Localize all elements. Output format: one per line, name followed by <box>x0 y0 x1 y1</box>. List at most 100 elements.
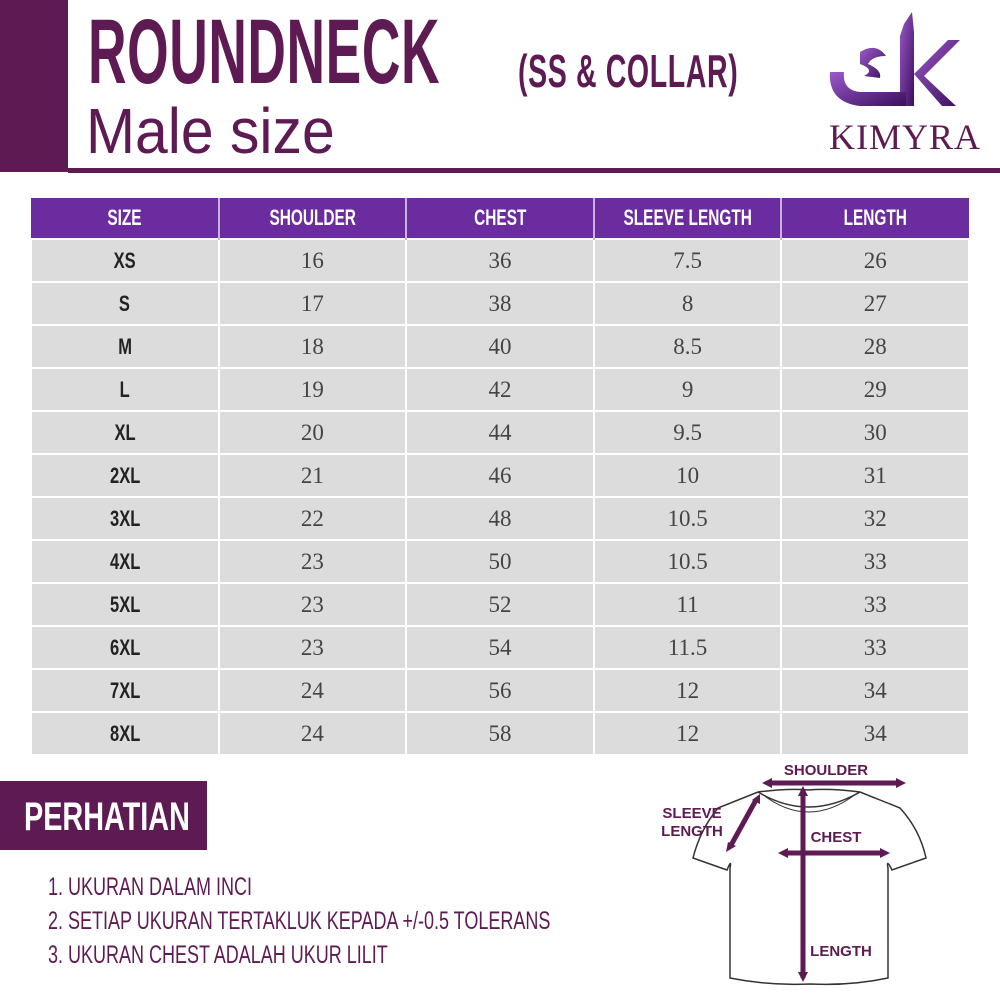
size-cell: XS <box>30 238 220 283</box>
column-header: SIZE <box>31 198 220 239</box>
measurement-cell: 31 <box>780 453 970 498</box>
table-row: L 19 42 9 29 <box>30 367 970 412</box>
column-header-label: LENGTH <box>844 205 908 230</box>
size-cell: 2XL <box>30 453 220 498</box>
size-cell: L <box>30 367 220 412</box>
measurement-cell: 11.5 <box>592 625 783 670</box>
measurement-cell: 34 <box>780 668 970 713</box>
size-cell: XL <box>30 410 220 455</box>
measurement-cell: 11 <box>592 582 783 627</box>
header-divider <box>68 168 1000 173</box>
notice-title-box: PERHATIAN <box>0 781 207 850</box>
size-label: L <box>119 376 130 402</box>
measurement-cell: 19 <box>217 367 408 412</box>
measurement-cell: 17 <box>217 281 408 326</box>
column-header-label: SIZE <box>107 205 142 230</box>
measurement-cell: 16 <box>217 238 408 283</box>
measurement-cell: 34 <box>780 711 970 756</box>
measurement-cell: 24 <box>217 711 408 756</box>
measurement-cell: 10.5 <box>592 496 783 541</box>
brand-logo: KIMYRA <box>820 12 990 162</box>
size-label: XL <box>114 419 136 445</box>
logo-mark-icon <box>829 12 960 106</box>
size-label: 4XL <box>109 548 140 574</box>
measurement-cell: 27 <box>780 281 970 326</box>
measurement-cell: 23 <box>217 625 408 670</box>
measurement-cell: 22 <box>217 496 408 541</box>
measurement-cell: 36 <box>405 238 595 283</box>
measurement-cell: 7.5 <box>592 238 783 283</box>
notice-list: 1. UKURAN DALAM INCI 2. SETIAP UKURAN TE… <box>48 872 746 974</box>
page-tagline: Male size <box>86 95 335 167</box>
measurement-cell: 33 <box>780 539 970 584</box>
measurement-cell: 9.5 <box>592 410 783 455</box>
size-label: M <box>117 333 132 359</box>
table-row: XS 16 36 7.5 26 <box>30 238 970 283</box>
measurement-cell: 24 <box>217 668 408 713</box>
length-label: LENGTH <box>810 943 872 960</box>
size-cell: 5XL <box>30 582 220 627</box>
size-cell: M <box>30 324 220 369</box>
size-cell: 3XL <box>30 496 220 541</box>
measurement-cell: 26 <box>780 238 970 283</box>
measurement-cell: 8.5 <box>592 324 783 369</box>
sleeve-label-line2: LENGTH <box>661 823 723 840</box>
column-header: SHOULDER <box>218 198 408 239</box>
notice-title: PERHATIAN <box>24 795 190 839</box>
size-label: 8XL <box>109 720 140 746</box>
measurement-cell: 52 <box>405 582 595 627</box>
measurement-cell: 30 <box>780 410 970 455</box>
column-header: SLEEVE LENGTH <box>593 198 783 239</box>
measurement-cell: 40 <box>405 324 595 369</box>
measurement-cell: 58 <box>405 711 595 756</box>
brand-name: KIMYRA <box>828 117 981 157</box>
measurement-cell: 18 <box>217 324 408 369</box>
size-cell: 4XL <box>30 539 220 584</box>
table-row: XL 20 44 9.5 30 <box>30 410 970 455</box>
table-row: M 18 40 8.5 28 <box>30 324 970 369</box>
measurement-cell: 33 <box>780 625 970 670</box>
column-header-label: SLEEVE LENGTH <box>623 205 752 230</box>
measurement-cell: 54 <box>405 625 595 670</box>
size-chart-table: SIZE SHOULDER CHEST SLEEVE LENGTH LENGTH XS 1… <box>30 198 970 756</box>
measurement-cell: 9 <box>592 367 783 412</box>
table-header-row: SIZE SHOULDER CHEST SLEEVE LENGTH LENGTH <box>31 198 969 239</box>
measurement-cell: 50 <box>405 539 595 584</box>
measurement-cell: 10.5 <box>592 539 783 584</box>
table-row: 3XL 22 48 10.5 32 <box>30 496 970 541</box>
header-accent-bar <box>0 0 68 172</box>
shoulder-label: SHOULDER <box>784 762 868 779</box>
chest-label: CHEST <box>811 829 862 846</box>
measurement-cell: 42 <box>405 367 595 412</box>
table-row: 4XL 23 50 10.5 33 <box>30 539 970 584</box>
tshirt-outline <box>692 788 927 986</box>
tshirt-measurement-diagram: SHOULDER SLEEVE LENGTH CHEST LENGTH <box>661 762 927 986</box>
column-header: LENGTH <box>781 198 969 239</box>
measurement-cell: 28 <box>780 324 970 369</box>
measurement-cell: 21 <box>217 453 408 498</box>
table-row: 8XL 24 58 12 34 <box>30 711 970 756</box>
size-label: S <box>119 290 131 316</box>
size-label: 2XL <box>109 462 140 488</box>
measurement-cell: 23 <box>217 539 408 584</box>
sleeve-arrow <box>727 798 759 849</box>
measurement-cell: 33 <box>780 582 970 627</box>
table-row: 6XL 23 54 11.5 33 <box>30 625 970 670</box>
size-cell: 7XL <box>30 668 220 713</box>
notice-item: 3. UKURAN CHEST ADALAH UKUR LILIT <box>48 941 388 969</box>
table-row: 5XL 23 52 11 33 <box>30 582 970 627</box>
measurement-cell: 10 <box>592 453 783 498</box>
size-label: 7XL <box>109 677 140 703</box>
size-cell: 8XL <box>30 711 220 756</box>
size-label: 5XL <box>109 591 140 617</box>
measurement-cell: 56 <box>405 668 595 713</box>
measurement-cell: 44 <box>405 410 595 455</box>
measurement-cell: 48 <box>405 496 595 541</box>
size-label: 6XL <box>109 634 140 660</box>
table-row: 7XL 24 56 12 34 <box>30 668 970 713</box>
measurement-cell: 12 <box>592 668 783 713</box>
size-cell: 6XL <box>30 625 220 670</box>
measurement-cell: 38 <box>405 281 595 326</box>
table-row: S 17 38 8 27 <box>30 281 970 326</box>
notice-item: 1. UKURAN DALAM INCI <box>48 873 253 901</box>
